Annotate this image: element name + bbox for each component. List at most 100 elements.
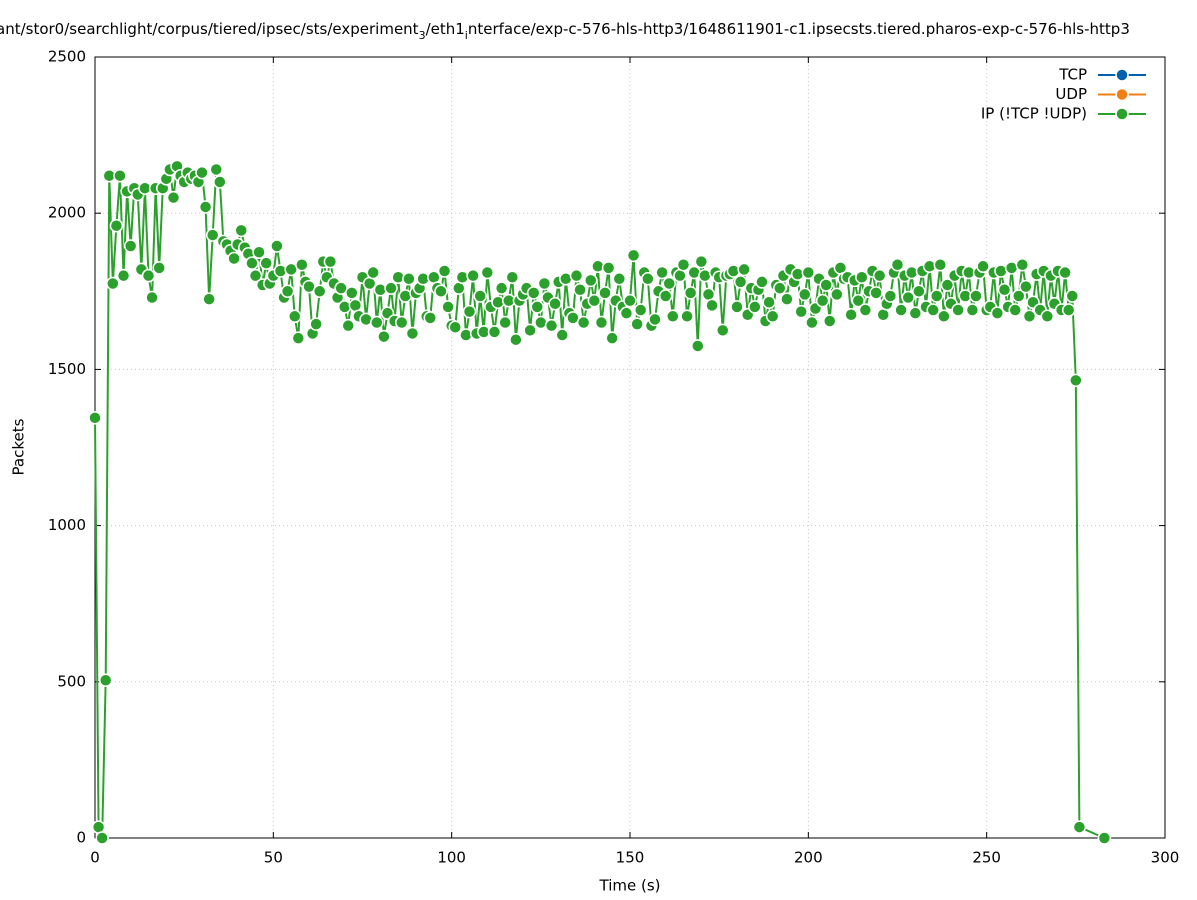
data-point [623, 293, 637, 308]
data-point [95, 831, 109, 845]
data-point [259, 256, 273, 270]
data-point [141, 268, 156, 283]
data-point [152, 261, 166, 275]
y-tick-label: 2000 [48, 204, 86, 222]
data-point [805, 315, 819, 330]
data-point [195, 165, 209, 180]
data-point [405, 326, 420, 341]
data-point [912, 284, 926, 299]
data-point [794, 304, 808, 319]
data-point [648, 312, 662, 327]
data-point [801, 265, 816, 280]
data-point [990, 306, 1005, 320]
data-point [780, 292, 794, 306]
data-point [109, 218, 124, 233]
data-point [819, 278, 833, 292]
data-point [537, 276, 552, 291]
data-point [423, 311, 438, 325]
data-point [601, 261, 616, 275]
data-point [227, 251, 241, 266]
legend-label: UDP [1055, 85, 1087, 103]
data-point [345, 286, 359, 300]
data-point [705, 298, 719, 313]
x-tick-label: 300 [1151, 849, 1180, 867]
data-point [370, 315, 384, 330]
data-point [555, 328, 569, 342]
data-point [437, 264, 452, 278]
y-tick-label: 2500 [48, 48, 86, 66]
data-point [691, 339, 705, 353]
plot-frame [94, 56, 1166, 839]
data-point [441, 300, 455, 314]
data-point [205, 228, 220, 242]
data-point [1012, 289, 1026, 303]
data-point [573, 282, 587, 297]
data-point [855, 270, 869, 284]
data-point [755, 275, 769, 289]
data-point [748, 300, 762, 314]
data-point [926, 303, 940, 317]
data-point [929, 289, 944, 303]
data-point [341, 318, 355, 333]
data-point [773, 281, 787, 295]
data-point [166, 190, 181, 205]
data-point [123, 239, 138, 253]
data-point [976, 259, 990, 274]
legend-swatch-marker [1115, 87, 1129, 102]
data-point [362, 276, 377, 291]
data-point [1061, 303, 1076, 317]
data-point [384, 281, 398, 295]
title-part: nterface/exp-c-576-hls-http3/1648611901-… [468, 20, 1130, 38]
data-point [394, 315, 409, 330]
data-point [937, 309, 951, 324]
data-point [633, 303, 648, 317]
data-point [822, 314, 837, 328]
data-point [434, 284, 448, 299]
y-tick-label: 500 [57, 672, 86, 690]
data-point [98, 673, 113, 687]
data-point [612, 272, 627, 286]
data-point [876, 307, 890, 322]
data-point [312, 284, 327, 299]
data-point [448, 320, 462, 334]
data-point [815, 293, 830, 308]
data-point [309, 317, 323, 331]
data-point [765, 309, 780, 324]
data-point [287, 309, 302, 324]
data-point [116, 268, 131, 283]
data-point [270, 239, 284, 253]
data-point [427, 270, 441, 284]
y-tick-label: 1500 [48, 360, 86, 378]
data-point [106, 276, 120, 291]
data-point [462, 304, 477, 319]
data-point [548, 297, 562, 311]
data-point [683, 286, 698, 300]
data-point [234, 223, 248, 238]
x-tick-label: 100 [437, 849, 466, 867]
data-point [762, 295, 776, 309]
x-tick-label: 0 [90, 849, 100, 867]
data-point [452, 281, 466, 295]
data-point [1040, 309, 1055, 324]
y-axis-label: Packets [10, 418, 28, 475]
x-tick-label: 200 [794, 849, 823, 867]
data-point [576, 315, 591, 330]
data-point [544, 318, 559, 333]
legend-swatch-marker [1115, 68, 1129, 82]
title-subscript: 3 [419, 29, 426, 42]
data-point [676, 257, 691, 272]
data-point [1065, 289, 1080, 303]
data-point [662, 276, 676, 291]
x-axis-label: Time (s) [599, 877, 661, 895]
data-point [869, 286, 883, 300]
data-point [630, 317, 644, 331]
data-point [202, 292, 216, 306]
data-point [1097, 831, 1112, 845]
data-point [1019, 279, 1033, 294]
x-tick-label: 50 [264, 849, 283, 867]
data-point [830, 287, 844, 302]
data-point [858, 303, 873, 317]
data-point [844, 307, 858, 322]
data-point [523, 323, 537, 338]
data-point [291, 331, 306, 345]
